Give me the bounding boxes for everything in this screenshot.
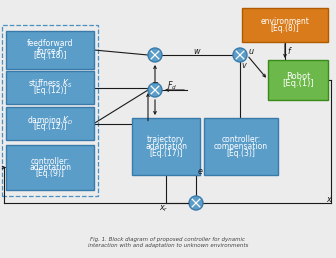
FancyBboxPatch shape [204, 118, 278, 175]
Text: Fig. 1. Block diagram of proposed controller for dynamic
interaction with and ad: Fig. 1. Block diagram of proposed contro… [88, 237, 248, 248]
Text: [Eq.(3)]: [Eq.(3)] [226, 149, 255, 157]
Text: [Eq.(1)]: [Eq.(1)] [282, 79, 314, 88]
Text: $f$: $f$ [287, 45, 293, 57]
Text: $v$: $v$ [241, 60, 247, 69]
Text: [Eq.(18)]: [Eq.(18)] [33, 52, 67, 60]
Circle shape [189, 196, 203, 210]
Text: [Eq.(12)]: [Eq.(12)] [33, 86, 67, 95]
Text: [Eq.(8)]: [Eq.(8)] [270, 24, 299, 33]
Circle shape [148, 83, 162, 97]
Text: $x$: $x$ [326, 195, 333, 204]
Text: $e$: $e$ [197, 167, 203, 176]
FancyBboxPatch shape [6, 71, 94, 104]
Text: Robot: Robot [286, 72, 310, 81]
Text: $F_d$: $F_d$ [167, 80, 177, 92]
Text: [Eq.(17)]: [Eq.(17)] [149, 149, 183, 157]
Text: $-$: $-$ [182, 198, 190, 206]
FancyBboxPatch shape [6, 107, 94, 140]
Text: $w$: $w$ [193, 47, 202, 57]
Text: adaptation: adaptation [145, 142, 187, 151]
Text: stiffness $K_S$: stiffness $K_S$ [28, 78, 72, 91]
FancyBboxPatch shape [6, 145, 94, 190]
Text: trajectory: trajectory [147, 135, 185, 144]
Text: adaptation: adaptation [29, 163, 71, 172]
Text: [Eq.(9)]: [Eq.(9)] [36, 170, 65, 179]
Text: damping $K_D$: damping $K_D$ [27, 114, 74, 127]
Text: compensation: compensation [214, 142, 268, 151]
Text: controller:: controller: [30, 157, 70, 165]
Text: environment: environment [260, 17, 309, 26]
FancyBboxPatch shape [268, 60, 328, 100]
Text: controller:: controller: [221, 135, 261, 144]
Text: $x_r$: $x_r$ [159, 204, 169, 214]
FancyBboxPatch shape [242, 8, 328, 42]
Text: force $F$: force $F$ [36, 44, 64, 55]
Text: $u$: $u$ [248, 47, 254, 57]
Text: $-$: $-$ [151, 77, 159, 85]
FancyBboxPatch shape [6, 31, 94, 69]
Text: feedforward: feedforward [27, 39, 73, 49]
Text: [Eq.(12)]: [Eq.(12)] [33, 122, 67, 131]
Circle shape [148, 48, 162, 62]
Circle shape [233, 48, 247, 62]
FancyBboxPatch shape [132, 118, 200, 175]
